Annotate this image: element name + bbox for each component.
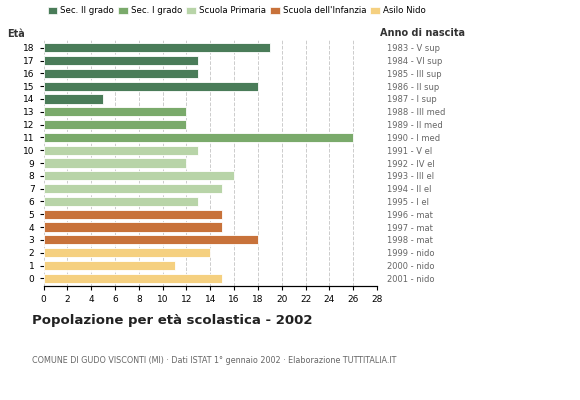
Bar — [44, 261, 175, 270]
Text: Età: Età — [7, 29, 24, 39]
Bar — [44, 210, 222, 219]
Legend: Sec. II grado, Sec. I grado, Scuola Primaria, Scuola dell'Infanzia, Asilo Nido: Sec. II grado, Sec. I grado, Scuola Prim… — [48, 6, 426, 15]
Text: COMUNE DI GUDO VISCONTI (MI) · Dati ISTAT 1° gennaio 2002 · Elaborazione TUTTITA: COMUNE DI GUDO VISCONTI (MI) · Dati ISTA… — [32, 356, 396, 365]
Bar — [44, 248, 210, 257]
Text: Anno di nascita: Anno di nascita — [380, 28, 465, 38]
Bar — [44, 69, 198, 78]
Bar — [44, 56, 198, 65]
Bar — [44, 158, 186, 168]
Bar — [44, 94, 103, 104]
Text: Popolazione per età scolastica - 2002: Popolazione per età scolastica - 2002 — [32, 314, 313, 327]
Bar — [44, 82, 258, 91]
Bar — [44, 133, 353, 142]
Bar — [44, 197, 198, 206]
Bar — [44, 235, 258, 244]
Bar — [44, 274, 222, 283]
Bar — [44, 171, 234, 180]
Bar — [44, 146, 198, 155]
Bar — [44, 120, 186, 129]
Bar — [44, 184, 222, 193]
Bar — [44, 43, 270, 52]
Bar — [44, 222, 222, 232]
Bar — [44, 107, 186, 116]
